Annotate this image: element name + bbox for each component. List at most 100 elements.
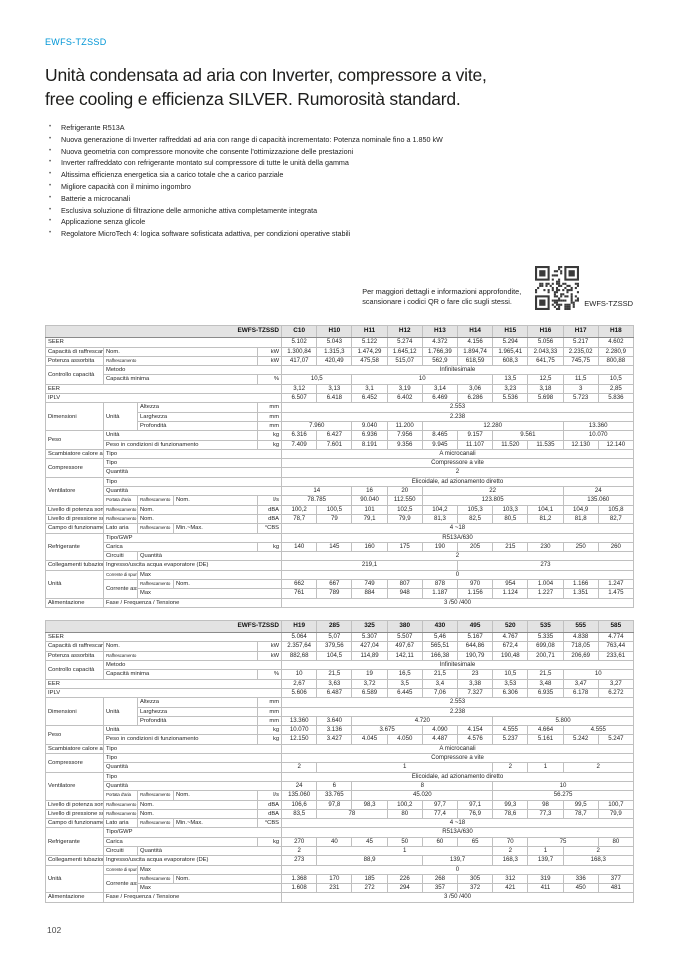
value-cell: 882,68 bbox=[281, 650, 318, 662]
value-cell: 970 bbox=[456, 578, 494, 590]
row-label: Nom. bbox=[172, 873, 283, 885]
column-header: 520 bbox=[492, 619, 529, 634]
table-row: Controllo capacità Metodo Infinitesimale bbox=[45, 660, 634, 680]
row-label: Capacità minima bbox=[103, 374, 258, 385]
table-row: Corrente assorbitaRaffrescamentoNom.1.36… bbox=[46, 873, 634, 894]
table-header-row: EWFS-TZSSD C10 H10 H11 H12 H13 H14 H15 H16 H17 H18 bbox=[44, 324, 634, 339]
value-cell: 8 bbox=[351, 780, 494, 792]
row-label: Livello di potenza sonora bbox=[45, 504, 104, 515]
row-label: Tipo bbox=[102, 476, 283, 488]
value-cell: 884 bbox=[351, 588, 388, 599]
row-label: Capacità minima bbox=[103, 669, 258, 680]
value-cell: 76,9 bbox=[456, 808, 494, 820]
table-row: Larghezza mm 2.238 bbox=[46, 411, 634, 422]
value-cell: 160 bbox=[351, 541, 388, 553]
row-label: Max bbox=[136, 588, 283, 599]
value-cell: 142,11 bbox=[386, 650, 423, 662]
row-label: Peso bbox=[45, 725, 104, 745]
row-label: Portata d'aria bbox=[103, 495, 138, 506]
row-label: EER bbox=[44, 383, 283, 395]
value-cell: 219,1 bbox=[281, 560, 458, 571]
value-cell: 135.060 bbox=[562, 495, 634, 506]
value-cell: 3,19 bbox=[386, 383, 423, 395]
value-cell: 672,4 bbox=[492, 641, 529, 652]
qr-code[interactable] bbox=[535, 265, 580, 310]
value-cell: 10 bbox=[562, 669, 634, 680]
row-label: Raffrescamento bbox=[137, 578, 174, 590]
row-label: Raffrescamento bbox=[103, 808, 138, 820]
value-cell: 83,5 bbox=[281, 808, 318, 820]
value-cell: 1.475 bbox=[597, 588, 634, 599]
value-cell: 33.765 bbox=[316, 790, 353, 801]
row-label: Raffrescamento bbox=[137, 818, 174, 829]
value-cell: Compressore a vite bbox=[281, 753, 634, 764]
table-row: Scambiatore calore aria Tipo A microcanali bbox=[45, 743, 634, 755]
value-cell: 2 bbox=[281, 551, 634, 562]
value-cell: 77,3 bbox=[527, 808, 564, 820]
value-cell: 2.280,9 bbox=[597, 346, 634, 357]
value-cell: 79,1 bbox=[351, 513, 388, 525]
row-label: Carica bbox=[103, 836, 258, 848]
table-row: Profondità mm 13.360 3.640 4.720 5.800 bbox=[46, 715, 634, 727]
unit-label: kW bbox=[256, 355, 283, 367]
value-cell: 9.561 bbox=[492, 430, 564, 441]
value-cell: 1.351 bbox=[562, 588, 599, 599]
spec-table-lower: EWFS-TZSSD H19 285 325 380 430 495 520 535 555 585… bbox=[44, 619, 634, 903]
value-cell: 2.238 bbox=[281, 411, 634, 422]
column-header: 585 bbox=[597, 619, 634, 634]
feature-list: Refrigerante R513ANuova generazione di I… bbox=[49, 122, 633, 240]
value-cell: 3,14 bbox=[421, 383, 459, 395]
value-cell: 5.723 bbox=[562, 393, 599, 404]
value-cell: 45 bbox=[351, 836, 388, 848]
value-cell: 5.536 bbox=[492, 393, 529, 404]
value-cell: 3.427 bbox=[316, 734, 353, 745]
value-cell: Compressore a vite bbox=[281, 458, 634, 469]
value-cell: 6.306 bbox=[492, 687, 529, 699]
value-cell: 81,8 bbox=[562, 513, 599, 525]
value-cell: 1.124 bbox=[492, 588, 529, 599]
row-label: Raffrescamento bbox=[103, 799, 138, 810]
value-cell: 6.507 bbox=[281, 393, 318, 404]
table-row: Portata d'aria Raffrescamento Nom. l/s 135.0… bbox=[46, 790, 634, 801]
value-cell: 21,5 bbox=[316, 669, 353, 680]
column-header: 380 bbox=[386, 619, 423, 634]
value-cell: 6.452 bbox=[351, 393, 388, 404]
value-cell: 3,4 bbox=[421, 678, 459, 689]
value-cell: 1.247 bbox=[597, 578, 634, 590]
value-cell: 16 bbox=[351, 485, 388, 497]
value-cell: Elicoidale, ad azionamento diretto bbox=[281, 771, 634, 782]
value-cell: 749 bbox=[351, 578, 388, 590]
value-cell: 79 bbox=[316, 513, 353, 525]
row-label: Altezza bbox=[137, 697, 258, 708]
unit-label: mm bbox=[256, 402, 283, 413]
row-label: Raffrescamento bbox=[103, 504, 138, 515]
value-cell: 226 bbox=[386, 873, 423, 885]
row-label: EER bbox=[44, 678, 283, 689]
row-label: Nom. bbox=[172, 578, 283, 590]
row-label: Scambiatore calore aria bbox=[45, 743, 104, 755]
value-cell: 761 bbox=[281, 588, 318, 599]
value-cell: 377 bbox=[597, 873, 634, 885]
value-cell: 56.275 bbox=[492, 790, 634, 801]
table-row: Controllo capacità Metodo Infinitesimale bbox=[45, 365, 634, 385]
row-label: Scambiatore calore aria bbox=[45, 448, 104, 460]
value-cell: 79,9 bbox=[597, 808, 634, 820]
value-cell: 11.520 bbox=[492, 439, 529, 450]
value-cell: 2 bbox=[562, 845, 634, 857]
value-cell: 97,7 bbox=[421, 799, 459, 810]
value-cell: 80,5 bbox=[492, 513, 529, 525]
value-cell: 4.372 bbox=[421, 337, 459, 348]
table-row: IPLV 5.606 6.487 6.589 6.445 7,06 7.327 6.306 6.… bbox=[44, 687, 634, 699]
value-cell: 562,9 bbox=[421, 355, 459, 367]
value-cell: 0 bbox=[281, 864, 634, 875]
value-cell: 139,7 bbox=[421, 855, 494, 866]
table-row: Quantità 14 16 20 22 24 bbox=[46, 485, 634, 497]
row-label: Profondità bbox=[137, 715, 258, 727]
row-label: Alimentazione bbox=[45, 597, 104, 608]
unit-label: mm bbox=[256, 697, 283, 708]
value-cell: 70 bbox=[492, 836, 529, 848]
value-cell: 411 bbox=[527, 883, 564, 894]
row-label: Nom. bbox=[103, 641, 258, 652]
value-cell: 78 bbox=[316, 808, 388, 820]
value-cell: 22 bbox=[421, 485, 564, 497]
